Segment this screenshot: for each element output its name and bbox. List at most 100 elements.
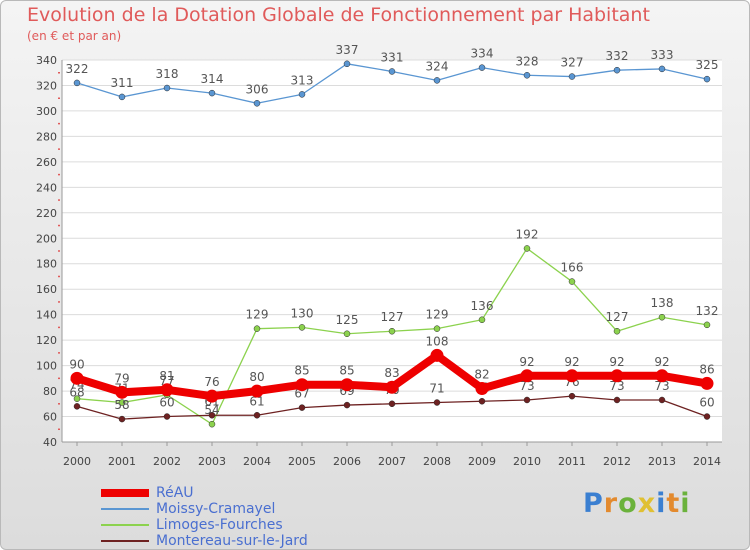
data-point-r-au — [295, 378, 309, 392]
legend-swatch-limoges-fourches — [101, 524, 149, 526]
data-point-moissy-cramayel — [163, 84, 171, 92]
data-point-moissy-cramayel — [253, 100, 261, 107]
brand-letter: P — [583, 488, 604, 519]
legend-label: Montereau-sur-le-Jard — [156, 533, 308, 549]
data-point-limoges-fourches — [523, 245, 531, 252]
x-tick-label: 2011 — [558, 455, 586, 468]
data-point-limoges-fourches — [388, 327, 396, 335]
data-point-moissy-cramayel — [208, 89, 216, 97]
data-point-r-au — [340, 378, 354, 392]
brand-letter: t — [666, 488, 681, 519]
data-label-montereau-sur-le-jard: 73 — [654, 379, 669, 393]
x-tick-label: 2005 — [288, 455, 316, 468]
data-point-r-au — [115, 385, 129, 399]
data-label-montereau-sur-le-jard: 60 — [159, 396, 174, 410]
data-label-r-au: 76 — [204, 375, 219, 389]
data-point-moissy-cramayel — [388, 68, 396, 75]
data-label-limoges-fourches: 136 — [471, 299, 494, 313]
y-tick-label: 320 — [36, 79, 57, 92]
y-tick-label: 60 — [43, 411, 57, 424]
data-label-moissy-cramayel: 313 — [291, 73, 314, 87]
data-label-limoges-fourches: 127 — [606, 310, 629, 324]
data-point-r-au — [565, 369, 579, 383]
brand-letter: x — [637, 488, 657, 519]
data-label-moissy-cramayel: 324 — [426, 59, 449, 73]
data-point-limoges-fourches — [118, 399, 126, 406]
data-label-moissy-cramayel: 311 — [111, 76, 134, 90]
x-tick-label: 2003 — [198, 455, 226, 468]
legend-swatch-montereau-sur-le-jard — [101, 540, 149, 542]
data-point-r-au — [475, 382, 489, 396]
y-tick-label: 340 — [36, 54, 57, 67]
data-label-r-au: 82 — [474, 368, 489, 382]
data-label-r-au: 83 — [384, 366, 399, 380]
data-label-montereau-sur-le-jard: 73 — [519, 379, 534, 393]
data-label-limoges-fourches: 129 — [246, 308, 269, 322]
data-point-limoges-fourches — [658, 313, 666, 321]
data-point-limoges-fourches — [253, 325, 261, 332]
x-tick-label: 2002 — [153, 455, 181, 468]
data-point-montereau-sur-le-jard — [343, 401, 351, 409]
data-point-r-au — [70, 371, 84, 385]
legend-label: RéAU — [156, 485, 194, 501]
data-label-r-au: 92 — [519, 355, 534, 369]
chart-subtitle: (en € et par an) — [27, 29, 122, 43]
data-label-limoges-fourches: 129 — [426, 308, 449, 322]
data-point-moissy-cramayel — [433, 77, 441, 84]
data-point-montereau-sur-le-jard — [298, 404, 306, 411]
y-tick-label: 180 — [36, 258, 57, 271]
data-point-r-au — [610, 369, 624, 383]
data-point-montereau-sur-le-jard — [658, 396, 666, 404]
y-tick-label: 300 — [36, 105, 57, 118]
data-label-r-au: 92 — [564, 355, 579, 369]
legend-swatch-reau — [101, 489, 149, 497]
data-point-r-au — [205, 389, 219, 403]
data-point-moissy-cramayel — [73, 79, 81, 87]
data-label-montereau-sur-le-jard: 67 — [294, 387, 309, 401]
x-tick-label: 2012 — [603, 455, 631, 468]
brand-letter: r — [603, 488, 619, 519]
data-label-montereau-sur-le-jard: 71 — [429, 382, 444, 396]
data-point-montereau-sur-le-jard — [433, 399, 441, 406]
data-point-montereau-sur-le-jard — [73, 403, 81, 410]
data-label-limoges-fourches: 54 — [204, 403, 219, 417]
y-tick-label: 140 — [36, 309, 57, 322]
y-tick-label: 260 — [36, 156, 57, 169]
x-tick-label: 2001 — [108, 455, 136, 468]
data-point-r-au — [250, 384, 264, 398]
data-label-limoges-fourches: 125 — [336, 313, 359, 327]
x-tick-label: 2009 — [468, 455, 496, 468]
data-point-limoges-fourches — [478, 316, 486, 324]
data-point-montereau-sur-le-jard — [478, 398, 486, 405]
data-label-r-au: 92 — [609, 355, 624, 369]
data-label-limoges-fourches: 77 — [159, 374, 174, 388]
legend-label: Limoges-Fourches — [156, 517, 283, 533]
data-label-r-au: 79 — [114, 371, 129, 385]
data-point-moissy-cramayel — [523, 72, 531, 79]
data-point-montereau-sur-le-jard — [118, 415, 126, 423]
data-point-r-au — [385, 380, 399, 394]
y-tick-label: 220 — [36, 207, 57, 220]
x-tick-label: 2013 — [648, 455, 676, 468]
data-label-limoges-fourches: 130 — [291, 306, 314, 320]
data-label-montereau-sur-le-jard: 58 — [114, 398, 129, 412]
data-point-montereau-sur-le-jard — [613, 396, 621, 404]
x-tick-label: 2008 — [423, 455, 451, 468]
data-point-limoges-fourches — [433, 325, 441, 332]
data-label-moissy-cramayel: 333 — [651, 48, 674, 62]
data-label-r-au: 86 — [699, 362, 714, 376]
data-label-r-au: 108 — [426, 334, 449, 348]
data-point-moissy-cramayel — [703, 75, 711, 83]
data-point-montereau-sur-le-jard — [253, 412, 261, 419]
data-point-montereau-sur-le-jard — [523, 396, 531, 404]
data-point-limoges-fourches — [208, 420, 216, 428]
data-label-limoges-fourches: 192 — [516, 227, 539, 241]
data-label-r-au: 90 — [69, 357, 84, 371]
data-point-moissy-cramayel — [343, 60, 351, 68]
y-tick-label: 120 — [36, 334, 57, 347]
data-point-r-au — [655, 369, 669, 383]
data-point-r-au — [700, 376, 714, 390]
brand-letter: i — [656, 488, 667, 519]
data-label-moissy-cramayel: 334 — [471, 47, 494, 61]
